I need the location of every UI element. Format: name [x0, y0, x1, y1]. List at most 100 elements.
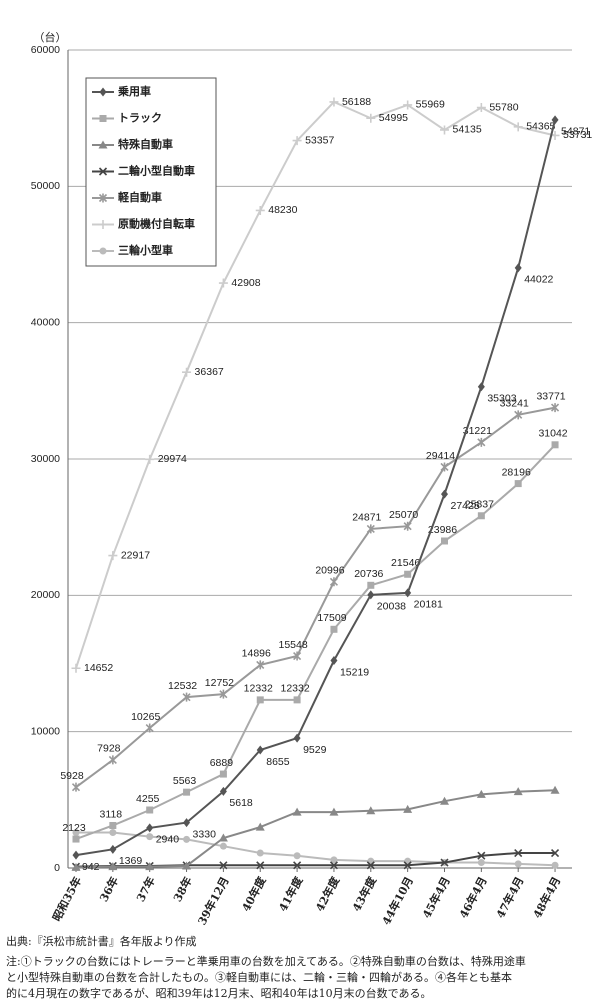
data-label: 55969: [416, 99, 445, 111]
data-point: [366, 113, 376, 123]
data-point: [330, 656, 338, 666]
data-point: [255, 205, 265, 215]
y-tick-label: 50000: [31, 180, 60, 192]
data-point: [293, 852, 301, 860]
data-point: [145, 723, 154, 733]
data-label: 15219: [340, 666, 369, 678]
data-point: [292, 807, 302, 816]
data-point: [182, 861, 192, 870]
data-point: [256, 861, 265, 870]
data-point: [292, 136, 302, 146]
data-point: [404, 570, 412, 578]
data-point: [255, 822, 265, 831]
data-label: 9529: [303, 744, 327, 756]
data-point: [403, 861, 412, 870]
data-label: 12752: [205, 677, 234, 689]
data-point: [293, 696, 301, 704]
series-line: [75, 406, 556, 788]
data-point: [441, 537, 448, 545]
data-label: 10265: [131, 711, 160, 723]
data-point: [71, 782, 81, 792]
series-line: [76, 831, 556, 867]
data-point: [219, 861, 228, 870]
data-point: [219, 842, 227, 850]
data-label: 54365: [526, 121, 555, 133]
y-tick-label: 30000: [31, 453, 60, 465]
data-point: [367, 581, 375, 589]
data-point: [256, 660, 265, 670]
data-label: 5618: [229, 797, 253, 809]
data-label: 31221: [463, 425, 492, 437]
legend-label: トラック: [118, 112, 162, 125]
data-point: [71, 663, 81, 673]
data-point: [109, 829, 117, 837]
data-label: 3330: [193, 828, 217, 840]
data-label: 42908: [231, 277, 260, 289]
data-point: [366, 861, 375, 870]
data-label: 53357: [305, 134, 334, 146]
x-tick-label: 36年: [96, 874, 121, 904]
data-point: [476, 103, 486, 113]
unit-label: （台）: [34, 30, 67, 44]
data-point: [108, 755, 117, 765]
data-label: 3118: [100, 808, 123, 820]
data-label: 54871: [561, 126, 590, 138]
data-label: 31042: [538, 428, 567, 440]
data-label: 21546: [391, 557, 420, 569]
data-point: [146, 823, 154, 833]
data-label: 1369: [119, 855, 143, 867]
data-label: 22917: [121, 549, 150, 561]
series-line: [75, 100, 556, 669]
x-tick-label: 39年12月: [195, 874, 232, 927]
x-tick-label: 42年度: [312, 873, 342, 913]
data-point: [403, 804, 413, 813]
data-label: 25837: [465, 499, 494, 511]
data-point: [514, 480, 522, 488]
data-label: 29414: [426, 450, 455, 462]
note-line: 注:①トラックの台数にはトレーラーと準乗用車の台数を加えてある。②特殊自動車の台…: [6, 954, 526, 968]
data-point: [256, 696, 264, 704]
data-label: 14896: [242, 648, 271, 660]
data-label: 14652: [84, 662, 113, 674]
data-label: 44022: [524, 274, 553, 286]
data-point: [183, 835, 191, 843]
data-point: [403, 100, 413, 110]
data-label: 33771: [536, 390, 565, 402]
data-point: [108, 551, 118, 561]
data-point: [550, 785, 560, 794]
data-label: 12332: [280, 683, 309, 695]
data-point: [440, 462, 449, 472]
data-label: 33241: [500, 398, 529, 410]
data-point: [219, 770, 227, 778]
legend-label: 原動機付自転車: [118, 217, 195, 231]
data-label: 942: [82, 861, 100, 873]
data-label: 5928: [60, 770, 84, 782]
legend-marker: [98, 167, 108, 176]
legend-label: 三輪小型車: [118, 243, 173, 257]
data-point: [551, 441, 559, 449]
data-point: [440, 796, 449, 805]
data-point: [477, 512, 485, 520]
legend-label: 軽自動車: [118, 190, 162, 204]
y-tick-label: 20000: [31, 589, 60, 601]
data-point: [72, 850, 80, 860]
data-point: [329, 97, 339, 107]
series-line: [75, 119, 557, 857]
data-label: 2940: [156, 834, 180, 846]
legend-label: 特殊自動車: [118, 137, 173, 151]
data-point: [514, 848, 523, 858]
x-tick-label: 46年4月: [456, 874, 489, 920]
data-point: [476, 789, 486, 798]
data-point: [218, 833, 228, 842]
data-label: 20038: [377, 601, 406, 613]
data-label: 28196: [502, 466, 531, 478]
data-point: [183, 788, 191, 796]
x-tick-label: 昭和35年: [49, 874, 84, 923]
data-point: [514, 860, 522, 868]
data-point: [477, 859, 485, 867]
data-label: 2123: [62, 822, 86, 834]
data-point: [440, 125, 449, 135]
data-point: [109, 821, 117, 829]
data-point: [183, 818, 191, 828]
